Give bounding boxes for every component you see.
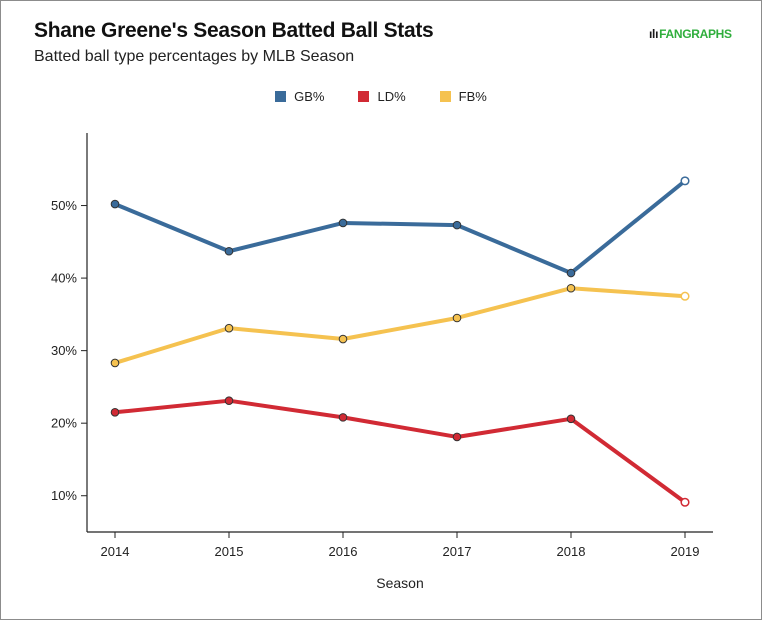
x-tick-label: 2017 — [443, 544, 472, 559]
logo-text: FANGRAPHS — [659, 27, 732, 41]
data-point — [452, 432, 462, 442]
series-line-fb — [113, 286, 687, 365]
y-tick-label: 20% — [51, 416, 77, 431]
series-line-gb — [113, 178, 687, 276]
data-point — [224, 396, 234, 405]
legend: GB% LD% FB% — [1, 89, 761, 104]
data-point — [566, 283, 576, 293]
fangraphs-logo: ılıFANGRAPHS — [649, 27, 732, 41]
y-tick-label: 50% — [51, 198, 77, 213]
legend-swatch — [439, 91, 451, 102]
series-line-ld — [113, 398, 687, 505]
data-point — [680, 176, 690, 186]
y-tick-label: 10% — [51, 488, 77, 503]
data-point — [224, 323, 234, 333]
data-point — [452, 220, 462, 230]
x-axis-title: Season — [376, 575, 423, 591]
chart-title: Shane Greene's Season Batted Ball Stats — [34, 19, 434, 42]
x-tick-label: 2019 — [671, 544, 700, 559]
y-tick-label: 30% — [51, 343, 77, 358]
data-point — [566, 268, 576, 278]
data-point — [338, 218, 348, 228]
x-tick-label: 2015 — [215, 544, 244, 559]
legend-item: GB% — [275, 89, 324, 104]
data-point — [338, 413, 348, 422]
x-tick-label: 2018 — [557, 544, 586, 559]
data-point — [224, 246, 234, 256]
data-point — [680, 291, 690, 301]
data-point — [452, 313, 462, 323]
x-tick-label: 2014 — [101, 544, 130, 559]
chart-subtitle: Batted ball type percentages by MLB Seas… — [34, 48, 355, 65]
legend-swatch — [358, 91, 370, 102]
legend-item: LD% — [358, 89, 406, 104]
data-point — [110, 408, 120, 417]
legend-item: FB% — [439, 89, 487, 104]
x-tick-label: 2016 — [329, 544, 358, 559]
legend-label: FB% — [458, 89, 487, 104]
data-point — [110, 199, 120, 209]
data-point — [680, 497, 690, 507]
legend-label: GB% — [294, 89, 325, 104]
legend-swatch — [275, 91, 287, 102]
data-point — [110, 358, 120, 368]
logo-mark-icon: ılı — [649, 27, 659, 41]
legend-label: LD% — [377, 89, 406, 104]
data-point — [338, 334, 348, 344]
data-point — [566, 414, 576, 424]
y-tick-label: 40% — [51, 271, 77, 286]
